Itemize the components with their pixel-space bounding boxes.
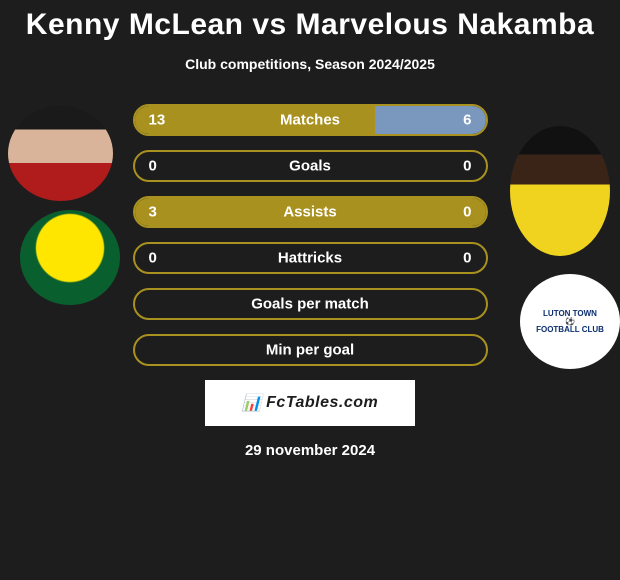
site-logo-text: FcTables.com [266,394,378,412]
stat-value-right: 0 [463,158,471,175]
player2-photo [510,126,610,256]
subtitle: Club competitions, Season 2024/2025 [185,56,435,72]
stat-value-left: 0 [149,158,157,175]
page-title: Kenny McLean vs Marvelous Nakamba [26,8,594,42]
site-logo: 📊 FcTables.com [205,380,415,426]
generated-date: 29 november 2024 [245,442,375,459]
stat-value-right: 6 [463,112,471,129]
player2-club-crest: LUTON TOWN⚽FOOTBALL CLUB [520,274,620,369]
stat-value-left: 13 [149,112,166,129]
player1-photo [8,106,113,201]
comparison-bars: 13 Matches 6 0 Goals 0 3 Assists 0 0 Hattricks 0 Goa… [133,104,488,366]
stat-row: Min per goal [133,334,488,366]
player1-club-crest [20,210,120,305]
stat-row: 13 Matches 6 [133,104,488,136]
stat-label: Goals [289,158,331,175]
stat-value-right: 0 [463,250,471,267]
stat-value-left: 3 [149,204,157,221]
stat-value-left: 0 [149,250,157,267]
stat-row: 0 Hattricks 0 [133,242,488,274]
stat-row: Goals per match [133,288,488,320]
stat-label: Matches [280,112,340,129]
stat-row: 0 Goals 0 [133,150,488,182]
stat-label: Hattricks [278,250,342,267]
stat-label: Assists [283,204,336,221]
luton-crest-text: LUTON TOWN⚽FOOTBALL CLUB [536,310,604,334]
stat-label: Goals per match [251,296,369,313]
comparison-card: Kenny McLean vs Marvelous Nakamba Club c… [0,0,620,580]
stat-label: Min per goal [266,342,354,359]
stat-row: 3 Assists 0 [133,196,488,228]
stat-value-right: 0 [463,204,471,221]
chart-icon: 📊 [242,393,262,413]
